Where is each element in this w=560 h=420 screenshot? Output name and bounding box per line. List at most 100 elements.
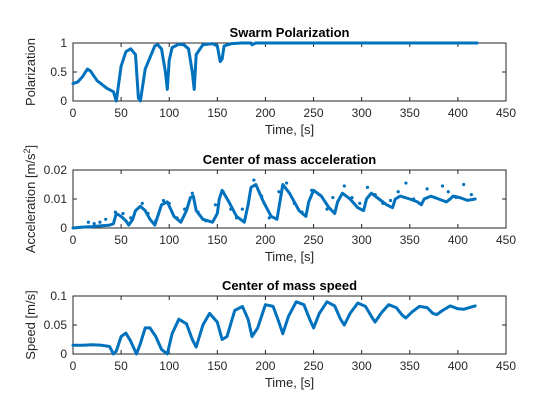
data-point [412,197,416,201]
x-tick-label: 100 [159,359,179,373]
data-point [342,184,346,188]
data-point [221,190,225,194]
x-tick-label: 150 [207,106,227,120]
data-point [183,207,187,211]
chart-title: Center of mass acceleration [203,152,376,167]
y-tick-label: 0.5 [50,65,67,79]
data-point [140,201,144,205]
data-point [113,210,117,214]
data-point [196,210,200,214]
x-axis-label: Time, [s] [265,122,314,137]
data-point [404,181,408,185]
y-tick-label: 0.1 [50,289,67,303]
data-point [433,195,437,200]
x-axis-label: Time, [s] [265,249,314,264]
x-tick-label: 50 [114,233,128,247]
x-tick-label: 450 [496,359,516,373]
data-point [213,203,218,207]
data-point [373,193,377,197]
data-point [175,216,179,220]
data-point [446,190,450,194]
data-point [425,187,429,191]
y-tick-label: 1 [60,36,67,50]
data-point [317,193,321,197]
y-axis-label-suffix: ] [23,145,38,149]
data-point [167,201,171,205]
data-point [98,220,102,224]
y-tick-label: 0 [60,221,67,235]
data-point [300,210,304,214]
data-point [365,185,370,189]
data-point [121,211,125,216]
data-point [388,198,393,203]
data-point [331,195,335,200]
y-axis-label: Speed [m/s] [23,290,38,359]
x-tick-label: 200 [255,233,275,247]
x-tick-label: 250 [304,359,324,373]
y-tick-label: 0.02 [44,163,68,177]
data-point [417,201,421,205]
data-point [161,198,166,203]
data-point [381,201,385,205]
subplot-3: Center of mass speed 0 50 100 150 200 250 300 35… [23,278,516,390]
data-point [454,195,458,200]
data-point [462,182,466,187]
data-series-line [71,300,477,356]
x-tick-label: 0 [70,359,77,373]
x-tick-label: 300 [352,359,372,373]
x-tick-label: 300 [352,106,372,120]
chart-title: Swarm Polarization [230,25,350,40]
data-point [396,190,400,194]
data-point [277,190,281,194]
data-point [229,207,233,211]
subplot-2: Center of mass acceleration 0 50 100 150 200 2… [22,145,516,264]
data-point [234,216,239,220]
data-point [154,219,158,223]
data-point [325,207,329,211]
data-series-line [71,41,479,103]
x-tick-label: 200 [255,359,275,373]
x-tick-label: 400 [448,233,468,247]
y-axis-label-superscript: 2 [22,148,32,153]
y-tick-label: 0.01 [44,192,68,206]
x-tick-label: 250 [304,106,324,120]
data-point [204,219,208,223]
x-tick-label: 450 [496,106,516,120]
subplot-1: Swarm Polarization 0 50 100 150 200 250 300 350 4… [23,25,516,137]
data-point [86,220,90,224]
x-tick-label: 250 [304,233,324,247]
data-point [252,178,256,182]
data-point [104,217,108,221]
plot-area [72,295,507,355]
data-point [146,211,150,216]
data-point [469,193,473,197]
x-tick-label: 350 [400,106,420,120]
x-tick-label: 100 [159,106,179,120]
y-axis-label-text: Polarization [23,38,38,106]
data-point [285,181,289,185]
data-point [267,216,271,220]
data-series-line [71,183,477,230]
y-tick-label: 0.05 [44,318,68,332]
x-tick-label: 350 [400,359,420,373]
data-point [129,216,133,220]
chart-title: Center of mass speed [222,278,357,293]
y-axis-label-text: Acceleration [m/s [23,153,38,253]
data-point [92,222,96,226]
x-tick-label: 400 [448,359,468,373]
data-point [350,195,354,200]
x-tick-label: 50 [114,359,128,373]
y-axis-label-text: Speed [m/s] [23,290,38,359]
x-tick-label: 0 [70,106,77,120]
x-tick-label: 150 [207,233,227,247]
x-tick-label: 350 [400,233,420,247]
x-tick-label: 50 [114,106,128,120]
x-tick-label: 300 [352,233,372,247]
y-tick-label: 0 [60,94,67,108]
plot-area [72,169,507,229]
x-tick-label: 100 [159,233,179,247]
x-tick-label: 450 [496,233,516,247]
data-point [310,188,314,192]
x-tick-label: 150 [207,359,227,373]
